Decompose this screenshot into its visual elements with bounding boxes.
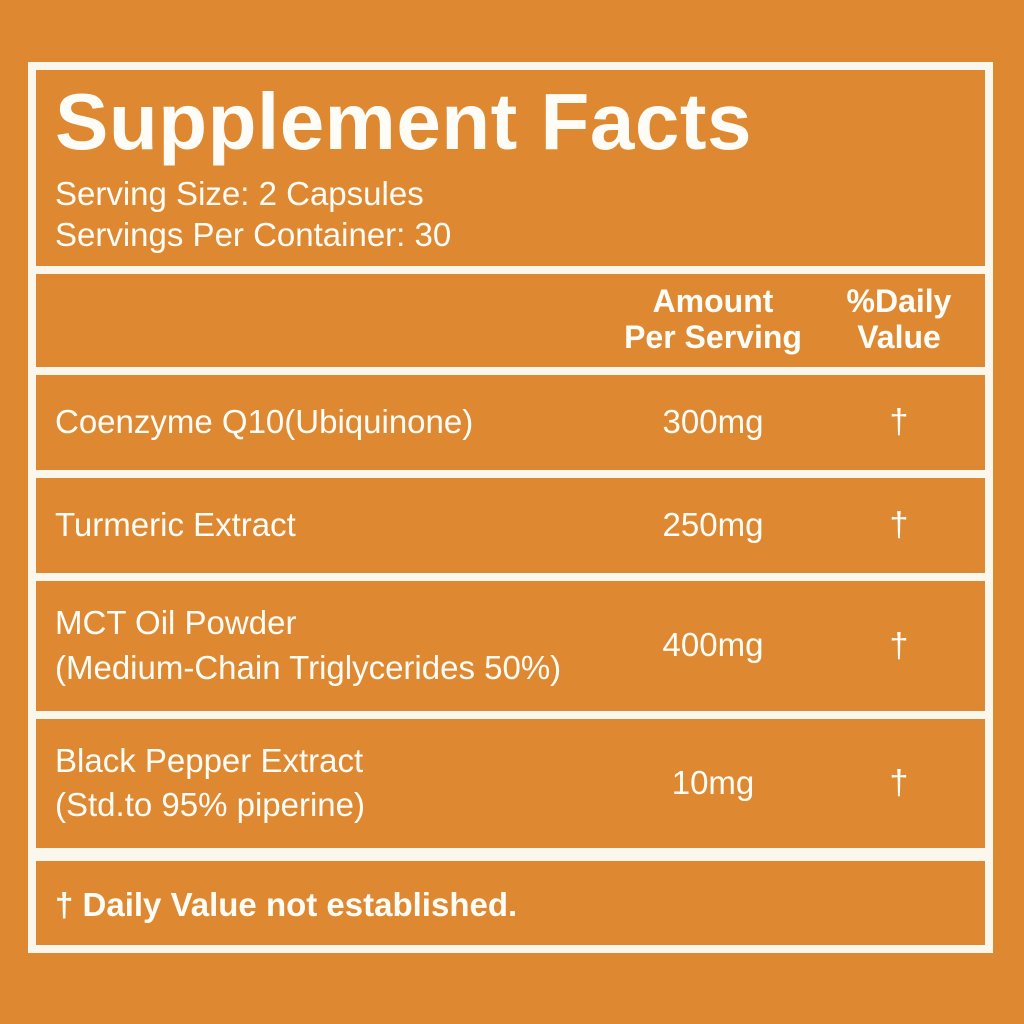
footnote-text: † Daily Value not established.	[55, 885, 518, 923]
header-dv-line2: Value	[857, 319, 941, 356]
table-row-coenzyme-q10: Coenzyme Q10(Ubiquinone) 300mg †	[36, 375, 985, 470]
table-row-turmeric-extract: Turmeric Extract 250mg †	[36, 478, 985, 573]
table-row-mct-oil-powder: MCT Oil Powder (Medium-Chain Triglycerid…	[36, 581, 985, 711]
separator	[36, 366, 985, 375]
header-amount-per-serving: Amount Per Serving	[613, 284, 813, 356]
supplement-facts-panel: Supplement Facts Serving Size: 2 Capsule…	[28, 62, 993, 953]
ingredient-amount: 300mg	[662, 402, 764, 440]
serving-size: Serving Size: 2 Capsules	[55, 175, 424, 212]
ingredient-name-line1: MCT Oil Powder	[55, 603, 297, 641]
header-dv-line1: %Daily	[846, 283, 952, 320]
panel-title: Supplement Facts	[55, 77, 753, 166]
ingredient-amount: 250mg	[662, 505, 764, 543]
ingredient-name-line1: Coenzyme Q10(Ubiquinone)	[55, 402, 474, 440]
ingredient-name: Black Pepper Extract (Std.to 95% piperin…	[36, 739, 613, 829]
header-amount-line2: Per Serving	[624, 319, 802, 356]
ingredient-daily-value: †	[889, 626, 909, 665]
footnote: † Daily Value not established.	[36, 861, 985, 948]
ingredient-daily-value: †	[889, 506, 909, 545]
separator	[36, 710, 985, 719]
ingredient-name: Turmeric Extract	[36, 503, 613, 548]
ingredient-name-line1: Black Pepper Extract	[55, 741, 364, 779]
title-block: Supplement Facts Serving Size: 2 Capsule…	[36, 70, 985, 266]
header-daily-value: %Daily Value	[813, 284, 985, 356]
header-amount-line1: Amount	[652, 283, 774, 320]
ingredient-name-line2: (Medium-Chain Triglycerides 50%)	[55, 648, 562, 686]
serving-info: Serving Size: 2 Capsules Servings Per Co…	[55, 174, 965, 256]
separator	[36, 265, 985, 274]
ingredient-amount: 400mg	[662, 626, 764, 664]
ingredient-name: Coenzyme Q10(Ubiquinone)	[36, 400, 613, 445]
ingredient-daily-value: †	[889, 764, 909, 803]
separator	[36, 572, 985, 581]
table-header-row: Amount Per Serving %Daily Value	[36, 274, 985, 367]
separator	[36, 469, 985, 478]
ingredient-name: MCT Oil Powder (Medium-Chain Triglycerid…	[36, 601, 613, 691]
ingredient-name-line1: Turmeric Extract	[55, 505, 296, 543]
ingredient-daily-value: †	[889, 403, 909, 442]
ingredient-name-line2: (Std.to 95% piperine)	[55, 786, 366, 824]
ingredient-amount: 10mg	[671, 764, 755, 801]
separator-thick	[36, 848, 985, 862]
servings-per-container: Servings Per Container: 30	[55, 215, 452, 253]
table-row-black-pepper-extract: Black Pepper Extract (Std.to 95% piperin…	[36, 719, 985, 849]
